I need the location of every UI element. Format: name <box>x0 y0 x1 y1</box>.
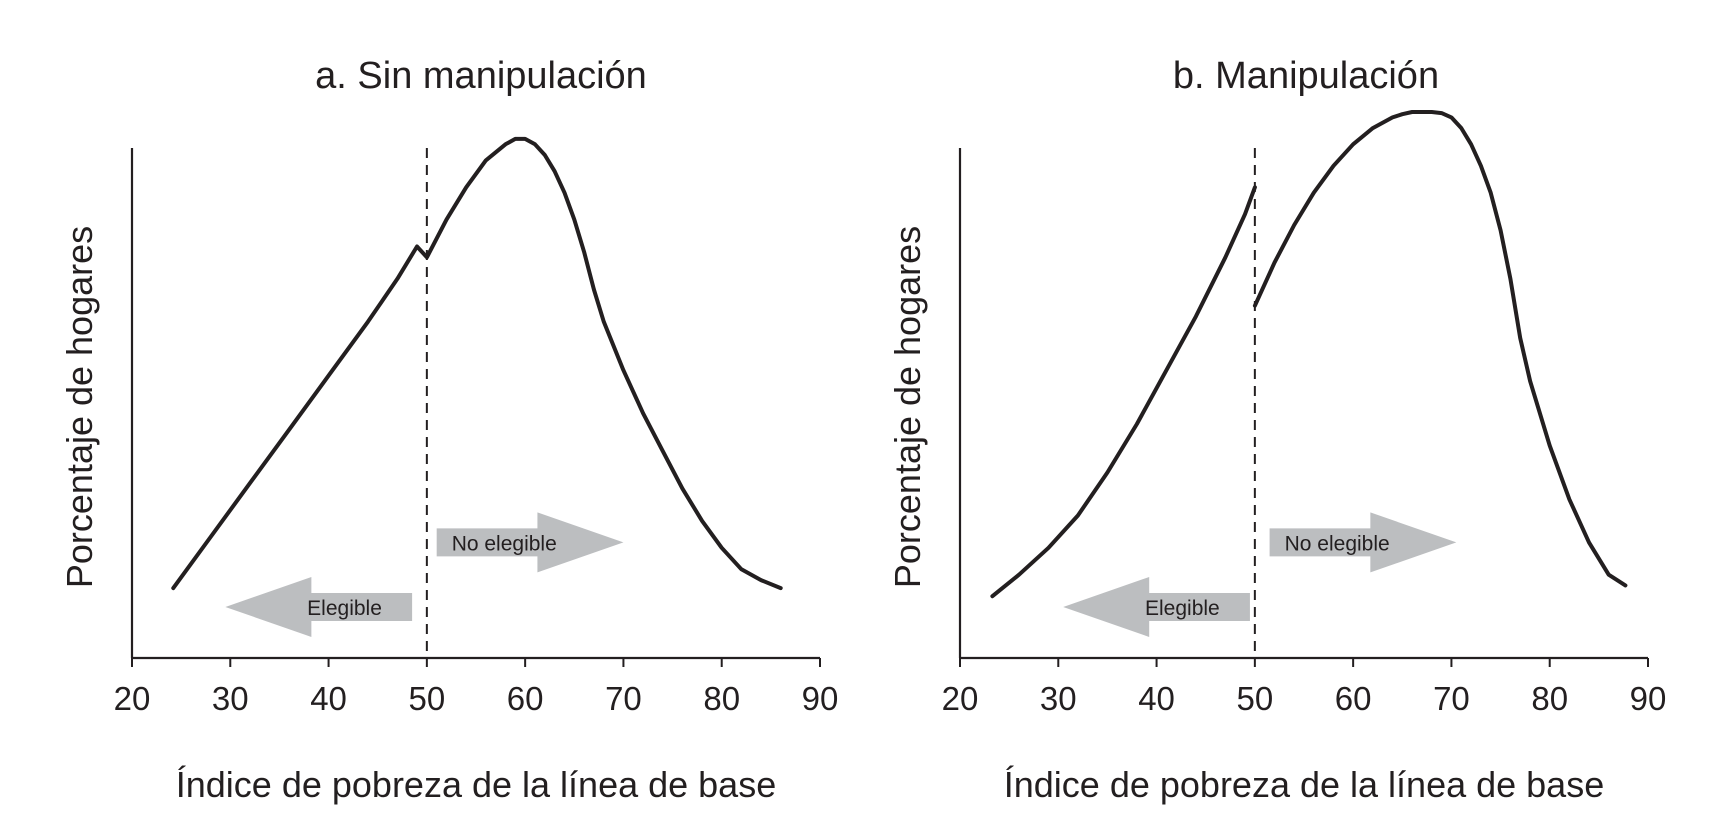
x-tick-label: 40 <box>310 680 347 717</box>
x-tick-label: 20 <box>114 680 151 717</box>
x-tick-label: 70 <box>605 680 642 717</box>
x-axis-label: Índice de pobreza de la línea de base <box>1004 764 1604 805</box>
x-tick-label: 70 <box>1433 680 1470 717</box>
x-tick-label: 20 <box>942 680 979 717</box>
y-axis-label: Porcentaje de hogares <box>887 226 928 588</box>
no-elegible-arrow <box>436 512 624 573</box>
x-axis-label: Índice de pobreza de la línea de base <box>176 764 776 805</box>
distribution-curve <box>171 136 783 591</box>
x-tick-label: 90 <box>1630 680 1667 717</box>
x-tick-label: 90 <box>802 680 839 717</box>
x-tick-label: 50 <box>408 680 445 717</box>
x-tick-label: 80 <box>1531 680 1568 717</box>
panel-sin-manipulacion: a. Sin manipulación 20 30 40 50 60 70 80 90 Índic… <box>59 55 838 805</box>
x-tick-label: 60 <box>507 680 544 717</box>
x-tick-label: 30 <box>212 680 249 717</box>
x-tick-label: 60 <box>1335 680 1372 717</box>
x-tick-label: 80 <box>703 680 740 717</box>
panel-manipulacion: b. Manipulación 20 30 40 50 60 70 80 90 Índice de… <box>887 55 1666 805</box>
arrow-label: Elegible <box>307 597 382 620</box>
y-axis-label: Porcentaje de hogares <box>59 226 100 588</box>
x-tick-label: 40 <box>1138 680 1175 717</box>
elegible-arrow <box>1063 576 1250 637</box>
arrow-label: Elegible <box>1145 597 1220 620</box>
no-elegible-arrow <box>1269 512 1457 573</box>
distribution-curve <box>990 185 1257 599</box>
chart-title: b. Manipulación <box>1173 55 1439 97</box>
chart-title: a. Sin manipulación <box>315 55 647 97</box>
x-tick-label: 50 <box>1236 680 1273 717</box>
x-tick-label: 30 <box>1040 680 1077 717</box>
arrow-label: No elegible <box>1285 532 1390 555</box>
elegible-arrow <box>225 576 413 637</box>
arrow-label: No elegible <box>452 532 557 555</box>
distribution-curve <box>1252 110 1628 588</box>
